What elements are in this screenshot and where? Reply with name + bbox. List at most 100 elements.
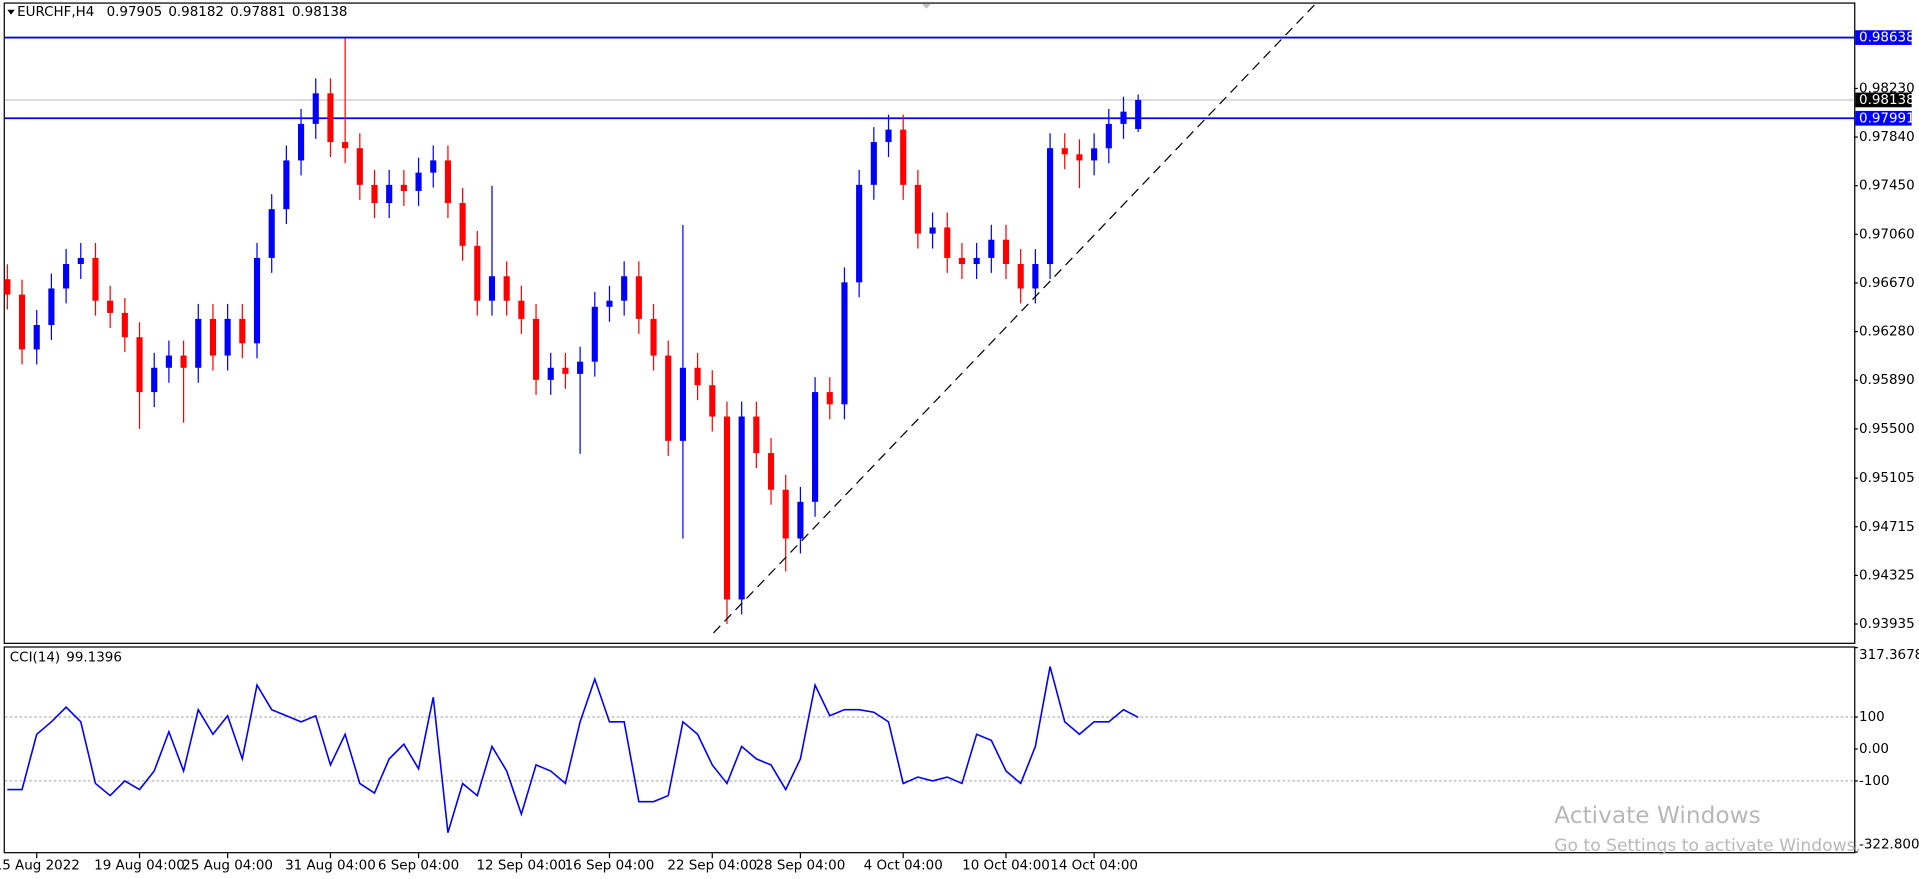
candle-body — [107, 300, 114, 313]
y-tick-label: 0.97840 — [1859, 130, 1915, 145]
candle-body — [665, 355, 672, 441]
candle-body — [1002, 239, 1010, 265]
candle-body — [298, 123, 305, 161]
candle-body — [356, 148, 363, 185]
candle-body — [797, 501, 804, 539]
candle-body — [63, 264, 70, 289]
candle-body — [856, 184, 863, 283]
y-tick-label: -322.8005 — [1859, 838, 1919, 853]
candle-body — [1047, 148, 1054, 265]
candle-body — [518, 300, 525, 319]
y-tick-label: 0.94715 — [1859, 520, 1915, 535]
y-tick-label: 0.96280 — [1859, 325, 1915, 340]
candle-body — [650, 318, 657, 356]
candle-body — [136, 337, 143, 393]
main-panel — [3, 2, 1856, 644]
y-tick-label: 100 — [1859, 710, 1885, 725]
candle-body — [841, 282, 848, 405]
candle-body — [165, 355, 172, 368]
candle-body — [474, 245, 481, 301]
cci-line — [7, 666, 1139, 833]
watermark-title: Activate Windows — [1554, 802, 1760, 829]
x-tick-label: 6 Sep 04:00 — [378, 859, 459, 874]
candle-body — [312, 93, 319, 124]
x-tick-label: 4 Oct 04:00 — [864, 859, 943, 874]
y-tick-label: 0.95500 — [1859, 422, 1915, 437]
candle-body — [767, 453, 775, 490]
indicator-panel — [3, 646, 1856, 854]
symbol: EURCHF,H4 — [17, 5, 94, 20]
level-label: 0.98638 — [1859, 31, 1915, 46]
level-label: 0.97991 — [1859, 111, 1915, 126]
candle-body — [679, 367, 686, 441]
candle-body — [591, 306, 598, 362]
candle-body — [782, 489, 789, 539]
candle-body — [606, 300, 613, 307]
x-tick-label: 10 Oct 04:00 — [962, 859, 1050, 874]
x-tick-label: 12 Sep 04:00 — [476, 859, 566, 874]
close-value: 0.98138 — [292, 5, 348, 20]
candle-body — [488, 276, 496, 301]
y-tick-label: 0.97450 — [1859, 179, 1915, 194]
y-tick-label: 0.96670 — [1859, 276, 1915, 291]
x-tick-label: 22 Sep 04:00 — [667, 859, 757, 874]
candle-body — [635, 276, 642, 319]
y-tick-label: 0.95105 — [1859, 471, 1915, 486]
indicator-header: CCI(14) 99.1396 — [10, 650, 122, 665]
candle-body — [386, 184, 393, 204]
trend-line — [713, 3, 1317, 634]
candle-body — [870, 142, 877, 185]
candle-body — [151, 367, 158, 393]
x-tick-label: 16 Sep 04:00 — [565, 859, 655, 874]
candle-body — [400, 184, 407, 191]
candle-body — [342, 142, 349, 149]
candle-body — [18, 294, 26, 350]
candle-body — [1032, 264, 1039, 289]
candle-body — [532, 318, 540, 380]
high-value: 0.98182 — [168, 5, 224, 20]
y-tick-label: 317.3678 — [1859, 648, 1919, 663]
candle-body — [929, 227, 936, 234]
y-tick-label: 0.94325 — [1859, 568, 1915, 583]
price-header: EURCHF,H4 0.97905 0.98182 0.97881 0.98138 — [17, 5, 347, 20]
last-price-box — [1855, 92, 1912, 108]
level-label-box — [1855, 110, 1912, 126]
candle-body — [195, 318, 202, 368]
candle-body — [283, 160, 290, 210]
indicator-value: 99.1396 — [66, 650, 122, 665]
menu-arrow — [7, 9, 15, 15]
y-tick-label: 0.95890 — [1859, 373, 1915, 388]
candle-body — [4, 279, 11, 295]
candle-body — [753, 416, 760, 454]
candle-body — [1105, 123, 1112, 149]
candle-body — [914, 184, 921, 234]
candle-body — [988, 239, 995, 258]
candle-body — [48, 288, 55, 326]
candle-body — [444, 160, 451, 204]
low-value: 0.97881 — [230, 5, 286, 20]
candle-body — [327, 93, 334, 143]
candle-body — [562, 367, 569, 374]
last-price-label: 0.98138 — [1859, 93, 1915, 108]
candle-body — [826, 392, 833, 405]
x-tick-label: 15 Aug 2022 — [0, 859, 80, 874]
candle-body — [973, 257, 980, 265]
candle-body — [224, 318, 231, 356]
shift-marker — [921, 3, 932, 9]
candle-body — [577, 361, 584, 374]
candle-body — [621, 276, 628, 301]
candle-body — [958, 257, 966, 265]
candle-body — [459, 203, 466, 246]
watermark-subtitle: Go to Settings to activate Windows. — [1554, 836, 1861, 856]
candle-body — [885, 129, 892, 143]
candle-body — [1091, 148, 1098, 161]
candle-body — [33, 325, 40, 350]
candle-body — [268, 209, 275, 258]
candle-body — [1076, 154, 1083, 161]
candle-body — [180, 355, 187, 368]
y-tick-label: -100 — [1859, 774, 1890, 789]
candle-body — [121, 312, 128, 338]
